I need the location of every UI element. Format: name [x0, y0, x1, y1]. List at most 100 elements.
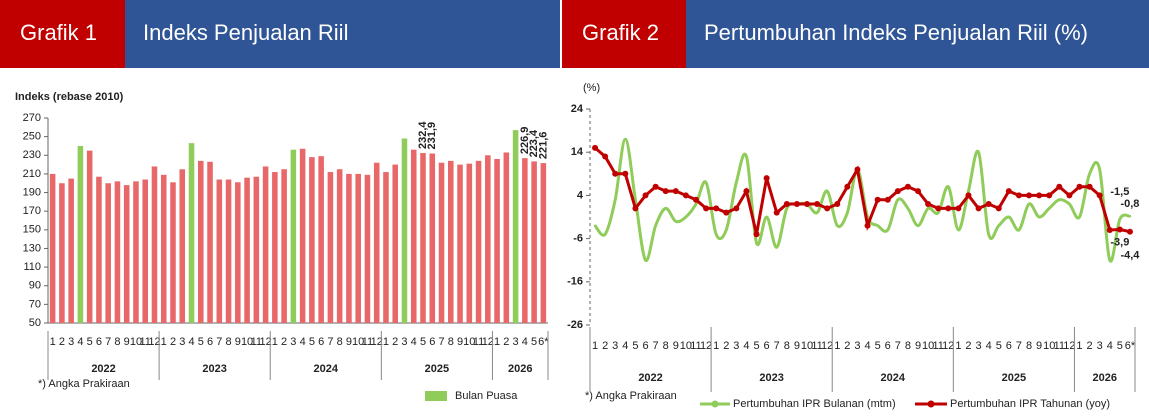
marker	[725, 228, 728, 232]
x-tick-label: 8	[905, 340, 911, 352]
bar	[401, 138, 408, 323]
marker	[1005, 188, 1012, 195]
x-tick-label: 3	[1097, 340, 1103, 352]
x-tick-label: 12	[371, 336, 383, 348]
marker	[957, 228, 960, 232]
marker	[876, 224, 879, 227]
y-tick-label: 14	[571, 146, 584, 158]
bar	[466, 163, 473, 323]
x-tick-label: 10	[241, 336, 253, 348]
y-axis-label: (%)	[583, 82, 600, 94]
x-tick-label: 6	[429, 336, 435, 348]
x-tick-label: 8	[784, 340, 790, 352]
x-tick-label: 3	[854, 340, 860, 352]
marker	[995, 205, 1002, 212]
marker	[1098, 168, 1101, 171]
y-tick-label: 110	[23, 261, 41, 273]
x-tick-label: 9	[1036, 340, 1042, 352]
bar	[299, 148, 306, 323]
x-tick-label: 10	[680, 340, 692, 352]
header-title: Indeks Penjualan Riil	[143, 20, 348, 45]
bar	[262, 166, 269, 323]
marker	[622, 170, 629, 177]
x-tick-label: 1	[713, 340, 719, 352]
bar	[336, 169, 343, 323]
x-tick-label: 12	[482, 336, 494, 348]
marker	[824, 205, 831, 212]
bar	[346, 173, 352, 323]
bar	[207, 161, 213, 323]
bar	[392, 164, 398, 323]
marker	[896, 198, 900, 201]
marker	[1126, 228, 1133, 235]
bar	[373, 162, 380, 323]
bar	[327, 172, 334, 323]
bar	[123, 185, 130, 323]
bar	[188, 143, 195, 323]
x-tick-label: 12	[259, 336, 271, 348]
bar	[503, 152, 510, 323]
marker	[825, 189, 829, 193]
marker	[654, 224, 657, 227]
marker	[915, 188, 922, 195]
group-label: 2022	[91, 363, 115, 375]
marker	[1066, 192, 1073, 199]
marker	[612, 170, 619, 177]
marker	[694, 202, 698, 206]
x-tick-label: 2	[170, 336, 176, 348]
x-tick-label: 10	[1043, 340, 1055, 352]
marker	[1086, 183, 1093, 190]
group-label: 2023	[202, 363, 226, 375]
x-tick-label: 1	[1076, 340, 1082, 352]
bar	[485, 155, 491, 323]
bar	[383, 172, 389, 323]
x-tick-label: 7	[1016, 340, 1022, 352]
x-tick-label: 3	[179, 336, 185, 348]
marker	[854, 166, 861, 173]
marker	[684, 215, 688, 219]
bar	[77, 145, 84, 323]
value-label: 223,4	[528, 129, 540, 157]
marker	[765, 215, 768, 219]
marker	[793, 201, 800, 208]
y-tick-label: 190	[23, 186, 41, 198]
marker	[1007, 215, 1011, 219]
x-tick-label: 3	[68, 336, 74, 348]
marker	[1048, 207, 1051, 210]
marker	[1058, 198, 1061, 201]
x-tick-label: 4	[864, 340, 870, 352]
header-title-box	[125, 0, 560, 68]
value-label: -4,4	[1120, 250, 1140, 262]
y-axis-label: Indeks (rebase 2010)	[15, 91, 124, 103]
x-tick-label: 1	[494, 336, 500, 348]
marker	[1037, 215, 1041, 219]
marker	[714, 233, 718, 236]
marker	[1056, 183, 1063, 190]
marker	[1118, 217, 1122, 221]
bar	[318, 156, 324, 323]
marker	[1088, 172, 1091, 175]
header-title: Pertumbuhan Indeks Penjualan Riil (%)	[704, 20, 1088, 45]
y-tick-label: 210	[23, 168, 41, 180]
x-tick-label: 12	[821, 340, 833, 352]
x-tick-label: 4	[1107, 340, 1113, 352]
value-label: -3,9	[1110, 236, 1129, 248]
x-tick-label: 2	[1087, 340, 1093, 352]
bar	[86, 150, 93, 323]
x-tick-label: 3	[290, 336, 296, 348]
x-tick-label: 6	[642, 340, 648, 352]
bar	[225, 179, 232, 323]
marker	[682, 192, 689, 199]
marker	[745, 155, 748, 158]
marker	[753, 231, 760, 238]
marker	[936, 211, 940, 214]
marker	[904, 183, 911, 190]
x-tick-label: 1	[955, 340, 961, 352]
marker	[644, 259, 647, 262]
marker	[967, 189, 970, 193]
x-tick-label: 9	[346, 336, 352, 348]
y-tick-label: -26	[567, 319, 583, 331]
bar	[475, 160, 482, 323]
x-tick-label: 6	[207, 336, 213, 348]
